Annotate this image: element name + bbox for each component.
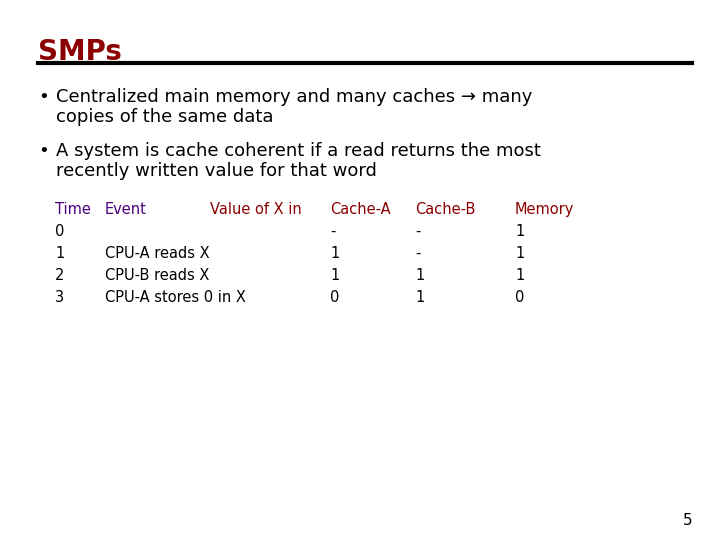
Text: 0: 0 — [515, 290, 524, 305]
Text: Cache-B: Cache-B — [415, 202, 475, 217]
Text: •: • — [38, 88, 49, 106]
Text: -: - — [330, 224, 336, 239]
Text: 2: 2 — [55, 268, 64, 283]
Text: SMPs: SMPs — [38, 38, 122, 66]
Text: 1: 1 — [515, 268, 524, 283]
Text: recently written value for that word: recently written value for that word — [56, 162, 377, 180]
Text: CPU-B reads X: CPU-B reads X — [105, 268, 210, 283]
Text: CPU-A stores 0 in X: CPU-A stores 0 in X — [105, 290, 246, 305]
Text: 0: 0 — [330, 290, 339, 305]
Text: 1: 1 — [515, 224, 524, 239]
Text: 1: 1 — [515, 246, 524, 261]
Text: A system is cache coherent if a read returns the most: A system is cache coherent if a read ret… — [56, 142, 541, 160]
Text: 3: 3 — [55, 290, 64, 305]
Text: CPU-A reads X: CPU-A reads X — [105, 246, 210, 261]
Text: 1: 1 — [330, 246, 339, 261]
Text: copies of the same data: copies of the same data — [56, 108, 274, 126]
Text: 1: 1 — [415, 290, 424, 305]
Text: Time: Time — [55, 202, 91, 217]
Text: 1: 1 — [415, 268, 424, 283]
Text: 0: 0 — [55, 224, 64, 239]
Text: Event: Event — [105, 202, 147, 217]
Text: •: • — [38, 142, 49, 160]
Text: Centralized main memory and many caches → many: Centralized main memory and many caches … — [56, 88, 532, 106]
Text: 1: 1 — [55, 246, 64, 261]
Text: 1: 1 — [330, 268, 339, 283]
Text: Value of X in: Value of X in — [210, 202, 302, 217]
Text: -: - — [415, 246, 420, 261]
Text: Memory: Memory — [515, 202, 575, 217]
Text: Cache-A: Cache-A — [330, 202, 391, 217]
Text: -: - — [415, 224, 420, 239]
Text: 5: 5 — [683, 513, 693, 528]
